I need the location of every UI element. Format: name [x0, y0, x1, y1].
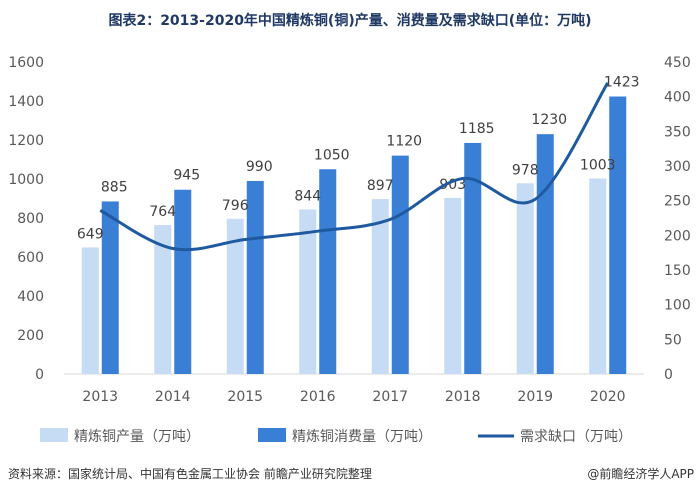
y-left-tick-label: 1400 — [8, 94, 44, 110]
data-label-production: 649 — [77, 226, 104, 242]
data-label-consumption: 1423 — [604, 75, 640, 91]
bar-consumption — [464, 142, 482, 374]
y-right-tick-label: 200 — [664, 228, 691, 244]
data-label-consumption: 990 — [246, 159, 273, 175]
data-label-consumption: 1185 — [459, 121, 495, 137]
y-right-tick-label: 350 — [664, 124, 691, 140]
legend-label-production: 精炼铜产量（万吨） — [74, 429, 200, 445]
data-label-production: 764 — [149, 204, 176, 220]
y-left-tick-label: 600 — [17, 250, 44, 266]
x-tick-label: 2015 — [227, 389, 263, 405]
x-tick-label: 2019 — [517, 389, 553, 405]
y-right-tick-label: 450 — [664, 55, 691, 71]
bar-production — [81, 247, 99, 374]
y-right-tick-label: 150 — [664, 263, 691, 279]
x-tick-label: 2018 — [445, 389, 481, 405]
data-label-consumption: 1050 — [314, 147, 350, 163]
y-left-tick-label: 1200 — [8, 133, 44, 149]
bar-consumption — [246, 180, 264, 374]
legend-label-gap: 需求缺口（万吨） — [520, 429, 632, 445]
y-left-tick-label: 400 — [17, 289, 44, 305]
bar-production — [371, 199, 389, 374]
legend-swatch-consumption — [258, 428, 286, 442]
bar-consumption — [609, 96, 627, 374]
data-label-production: 978 — [512, 162, 539, 178]
bar-consumption — [391, 155, 409, 374]
x-tick-label: 2013 — [82, 389, 118, 405]
bar-production — [154, 225, 172, 374]
y-left-tick-label: 800 — [17, 211, 44, 227]
bar-production — [226, 218, 244, 374]
y-right-tick-label: 250 — [664, 194, 691, 210]
data-label-production: 897 — [367, 178, 394, 194]
data-label-consumption: 945 — [173, 168, 200, 184]
brand-watermark: @前瞻经济学人APP — [587, 467, 694, 481]
bar-consumption — [101, 201, 119, 374]
y-right-tick-label: 100 — [664, 298, 691, 314]
y-right-tick-label: 0 — [664, 367, 673, 383]
data-label-consumption: 1120 — [386, 134, 422, 150]
x-tick-label: 2014 — [155, 389, 191, 405]
y-left-tick-label: 0 — [35, 367, 44, 383]
data-label-production: 1003 — [580, 157, 616, 173]
bar-production — [589, 178, 607, 374]
x-tick-label: 2016 — [300, 389, 336, 405]
x-tick-label: 2020 — [590, 389, 626, 405]
bar-consumption — [174, 189, 192, 374]
data-label-production: 903 — [439, 177, 466, 193]
line-demand-gap — [99, 82, 610, 252]
bar-production — [299, 209, 317, 374]
legend-label-consumption: 精炼铜消费量（万吨） — [292, 429, 432, 445]
bar-production — [444, 197, 462, 374]
legend-swatch-production — [40, 428, 68, 442]
y-left-tick-label: 1600 — [8, 55, 44, 71]
source-note: 资料来源：国家统计局、中国有色金属工业协会 前瞻产业研究院整理 — [8, 467, 372, 481]
y-left-tick-label: 200 — [17, 328, 44, 344]
data-label-production: 844 — [294, 188, 321, 204]
y-left-tick-label: 1000 — [8, 172, 44, 188]
chart-title: 图表2：2013-2020年中国精炼铜(铜)产量、消费量及需求缺口(单位：万吨) — [108, 13, 592, 29]
bar-production — [516, 183, 534, 374]
bar-consumption — [536, 134, 554, 374]
x-tick-label: 2017 — [372, 389, 408, 405]
bar-consumption — [319, 169, 337, 374]
data-label-consumption: 885 — [101, 179, 128, 195]
data-label-production: 796 — [222, 198, 249, 214]
y-right-tick-label: 50 — [664, 332, 682, 348]
data-label-consumption: 1230 — [531, 112, 567, 128]
y-right-tick-label: 300 — [664, 159, 691, 175]
y-right-tick-label: 400 — [664, 90, 691, 106]
